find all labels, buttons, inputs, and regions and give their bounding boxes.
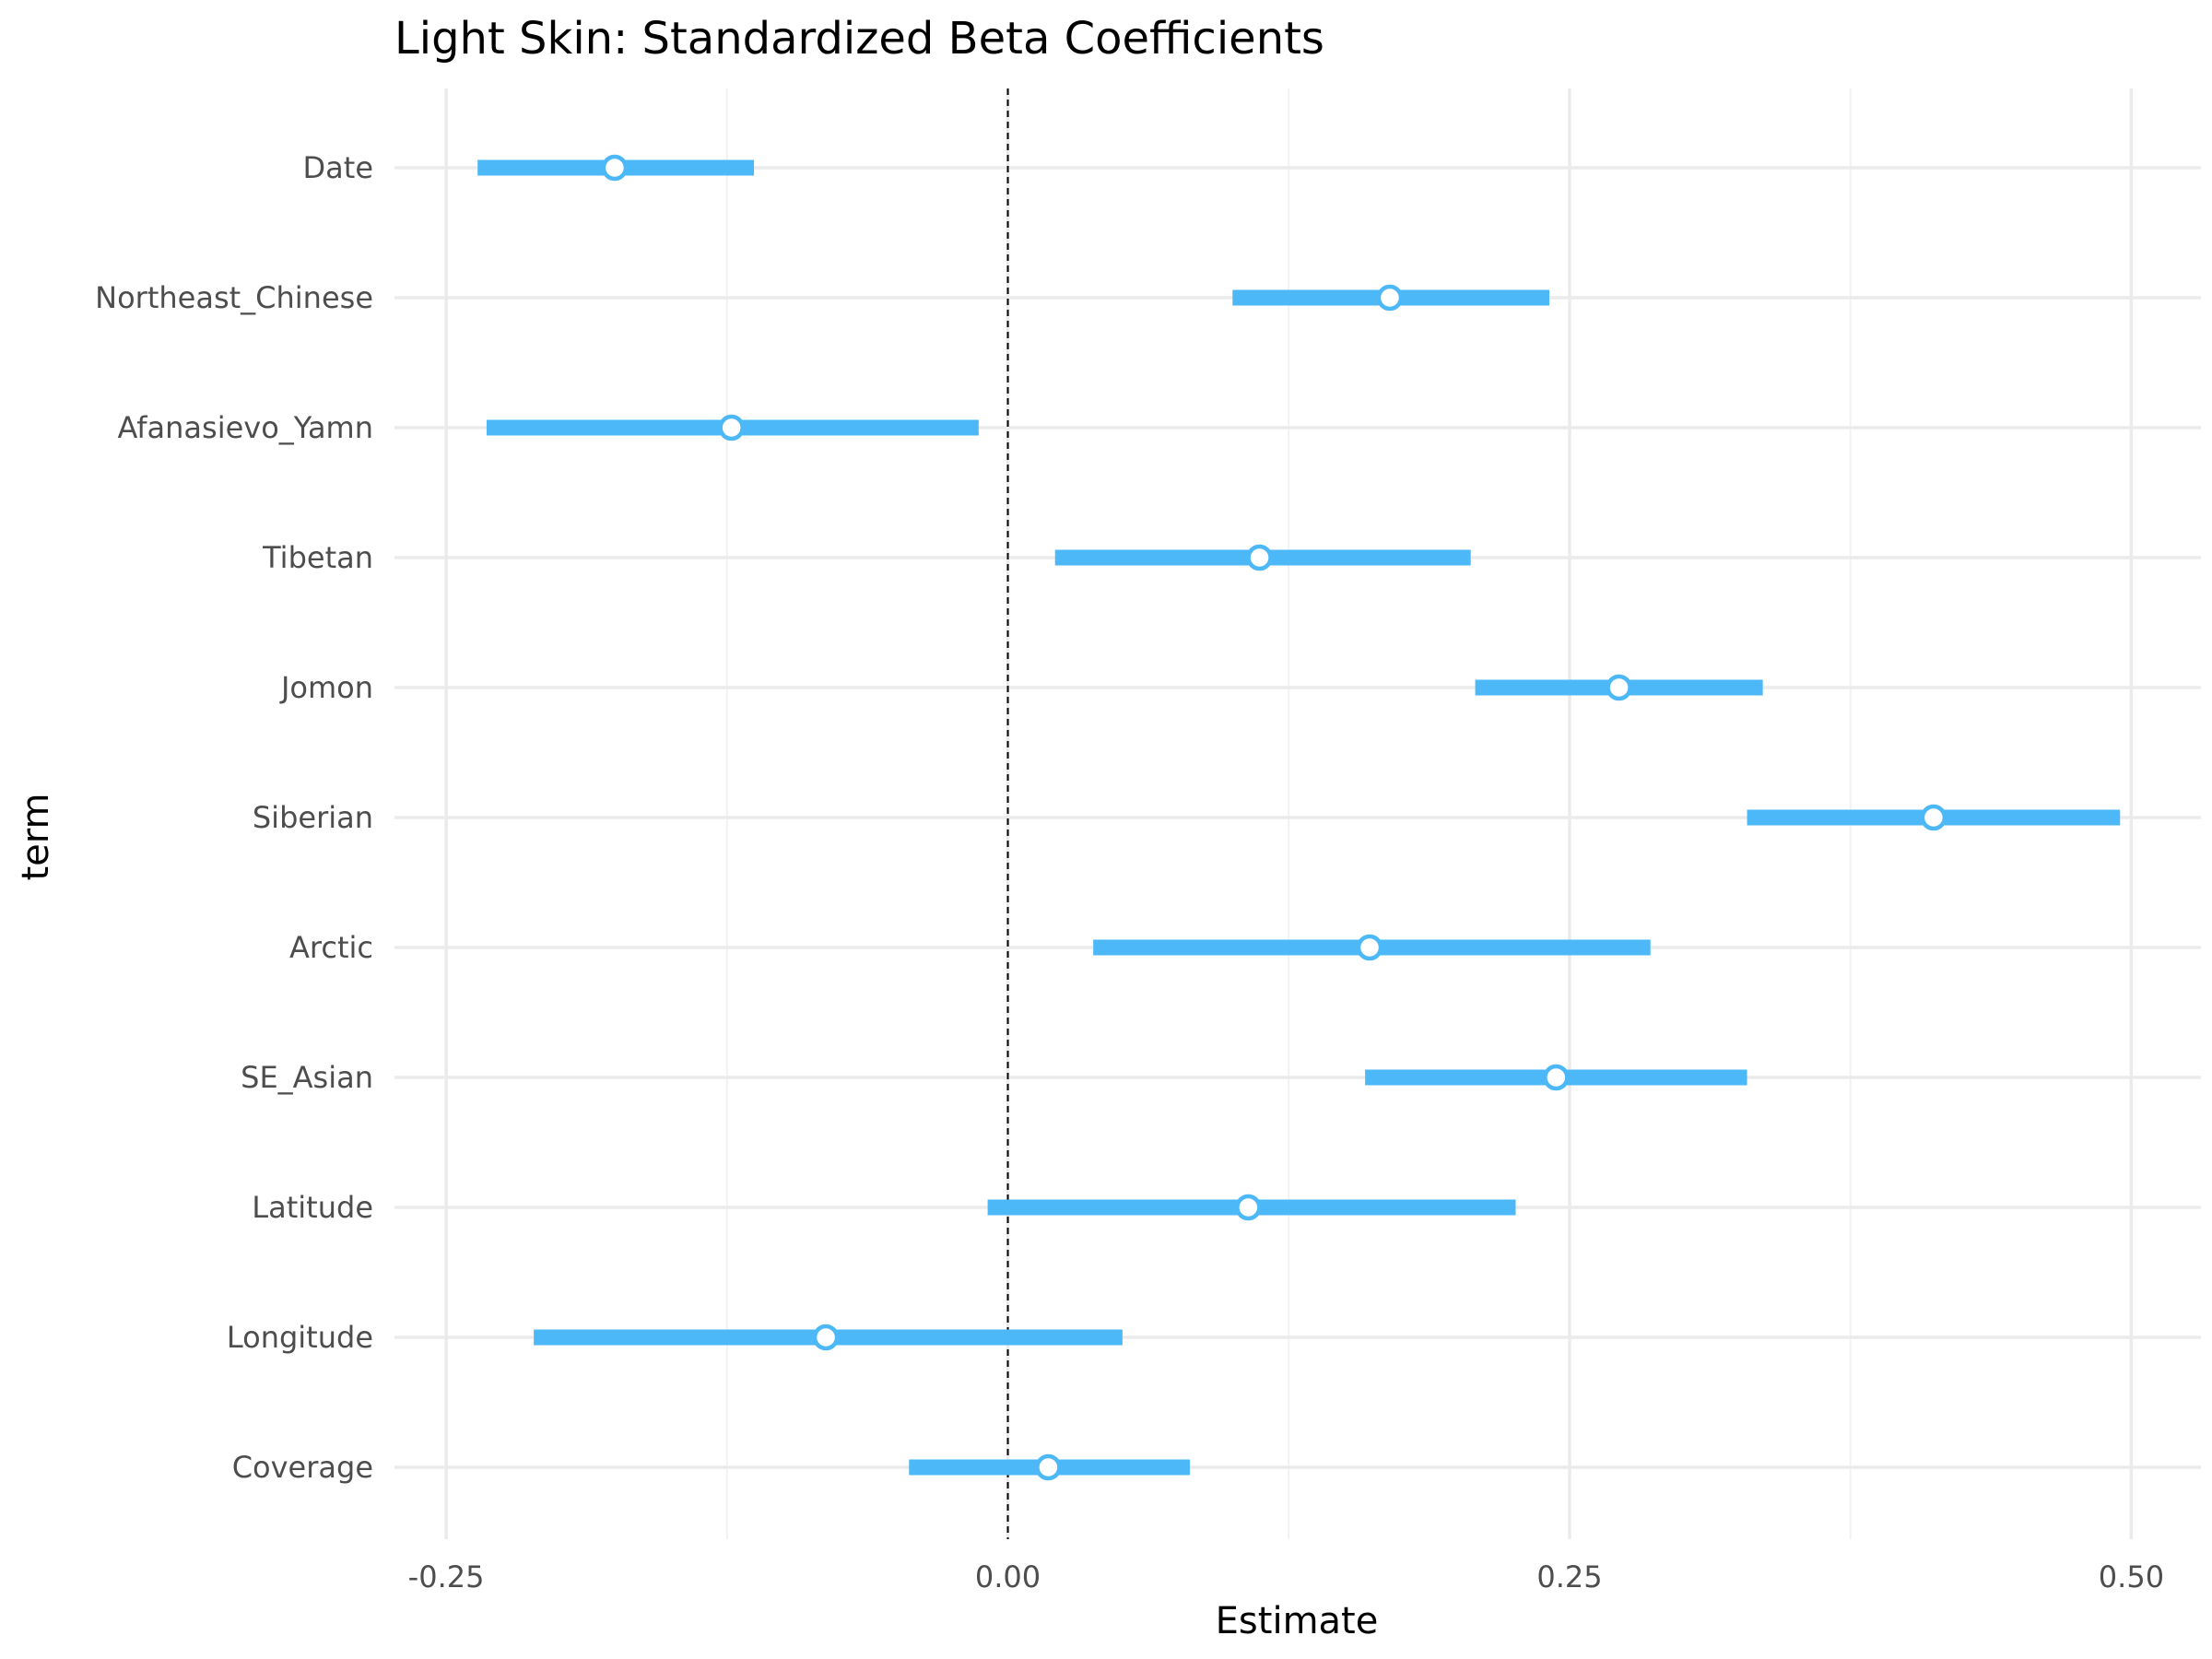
coefficient-series [477, 154, 2121, 1481]
y-axis-title: term [15, 794, 57, 881]
y-tick-label: Northeast_Chinese [95, 280, 373, 315]
estimate-point [1376, 284, 1404, 312]
y-tick-label: Jomon [279, 670, 373, 705]
estimate-point [1606, 674, 1632, 701]
x-tick-label: -0.25 [408, 1559, 485, 1594]
estimate-point [1920, 804, 1947, 831]
estimate-point [1035, 1453, 1062, 1481]
y-tick-label: Coverage [232, 1450, 373, 1485]
x-tick-label: 0.00 [975, 1559, 1041, 1594]
estimate-point [718, 414, 745, 441]
x-tick-label: 0.25 [1536, 1559, 1602, 1594]
estimate-point [1235, 1194, 1262, 1221]
chart-title: Light Skin: Standardized Beta Coefficien… [394, 13, 1324, 65]
y-tick-label: Arctic [289, 930, 373, 965]
y-tick-label: SE_Asian [241, 1060, 373, 1095]
estimate-point [1356, 934, 1383, 961]
axes: -0.25 0.00 0.25 0.50 Date Northeast_Chinese Af… [95, 150, 2164, 1594]
y-tick-label: Siberian [253, 800, 373, 835]
y-tick-label: Latitude [252, 1190, 373, 1225]
y-tick-label: Tibetan [262, 540, 373, 575]
estimate-point [1543, 1064, 1570, 1091]
x-axis-title: Estimate [1216, 1600, 1379, 1642]
y-tick-label: Afanasievo_Yamn [118, 410, 373, 445]
estimate-point [601, 154, 629, 182]
estimate-point [1246, 544, 1273, 571]
y-tick-label: Date [303, 150, 373, 185]
x-tick-label: 0.50 [2099, 1559, 2164, 1594]
estimate-point [812, 1324, 840, 1351]
y-tick-label: Longitude [227, 1320, 373, 1355]
